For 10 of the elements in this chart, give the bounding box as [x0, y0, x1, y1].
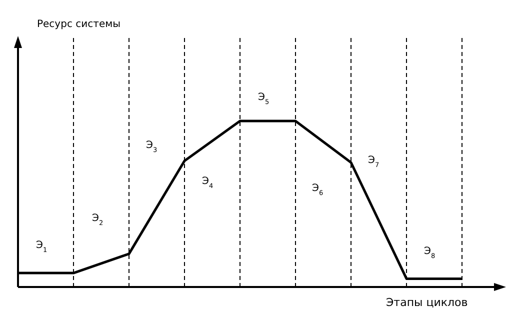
- annotation: Э$_{8}$: [424, 246, 436, 260]
- annotation: Э$_{3}$: [146, 140, 158, 154]
- text: Э$_{5}$: [258, 92, 270, 106]
- annotation: Э$_{2}$: [92, 213, 104, 227]
- annotation: Э$_{7}$: [368, 155, 380, 169]
- x-axis-title: Этапы циклов: [386, 296, 468, 309]
- annotation: Э$_{1}$: [36, 240, 48, 254]
- text: Ресурс системы: [37, 19, 121, 30]
- annotation: Э$_{4}$: [202, 176, 214, 190]
- annotation: Э$_{6}$: [312, 183, 324, 197]
